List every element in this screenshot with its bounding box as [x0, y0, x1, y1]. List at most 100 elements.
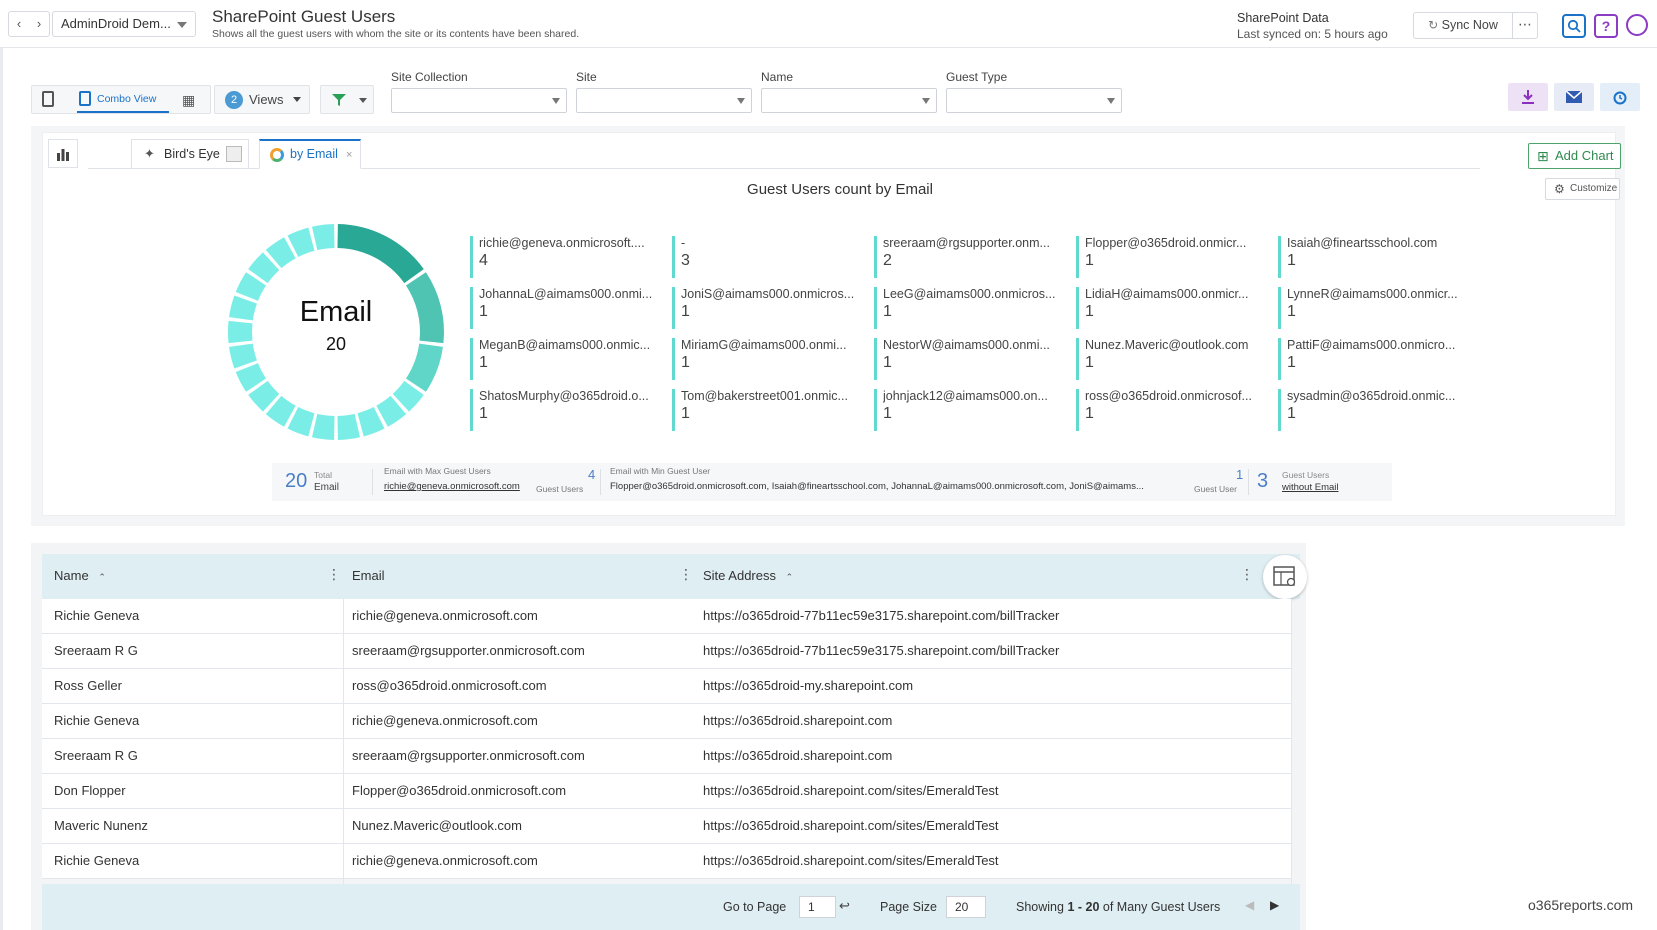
site-collection-select[interactable]: [391, 88, 567, 113]
table-row[interactable]: Sreeraam R G sreeraam@rgsupporter.onmicro…: [42, 739, 1292, 774]
chart-sidebar-toggle[interactable]: [48, 139, 78, 168]
legend-item[interactable]: NestorW@aimams000.onmi... 1: [874, 338, 1064, 380]
legend-item[interactable]: LidiaH@aimams000.onmicr... 1: [1076, 287, 1266, 329]
donut-segment[interactable]: [235, 363, 267, 392]
column-menu-icon[interactable]: ⋮: [679, 566, 693, 582]
schedule-button[interactable]: [1600, 83, 1640, 111]
back-icon[interactable]: ‹: [16, 16, 22, 31]
column-chooser-button[interactable]: [1263, 555, 1307, 599]
legend-item[interactable]: richie@geneva.onmicrosoft.... 4: [470, 236, 660, 278]
search-icon[interactable]: [1562, 14, 1586, 38]
next-page-icon[interactable]: ▶: [1270, 898, 1280, 912]
add-chart-button[interactable]: ⊞ Add Chart: [1528, 143, 1621, 169]
donut-segment[interactable]: [248, 380, 280, 412]
donut-segment[interactable]: [405, 272, 444, 344]
legend-item[interactable]: MeganB@aimams000.onmic... 1: [470, 338, 660, 380]
legend-email: NestorW@aimams000.onmi...: [883, 338, 1050, 352]
column-header-email[interactable]: Email: [352, 568, 385, 583]
legend-item[interactable]: Isaiah@fineartsschool.com 1: [1278, 236, 1468, 278]
chevron-down-icon: [177, 22, 187, 28]
tab-by-email[interactable]: by Email ×: [259, 139, 361, 169]
email-button[interactable]: [1554, 83, 1594, 111]
chevron-down-icon[interactable]: [359, 98, 367, 103]
table-row[interactable]: Sreeraam R G sreeraam@rgsupporter.onmicro…: [42, 634, 1292, 669]
legend-item[interactable]: JohannaL@aimams000.onmi... 1: [470, 287, 660, 329]
column-menu-icon[interactable]: ⋮: [327, 566, 341, 582]
tab-birds-eye[interactable]: ✦ Bird's Eye: [131, 139, 249, 169]
tenant-selector[interactable]: AdminDroid Dem...: [52, 11, 196, 37]
mail-icon: [1565, 90, 1583, 103]
table-row[interactable]: Ross Geller ross@o365droid.onmicrosoft.co…: [42, 669, 1292, 704]
expand-icon[interactable]: [226, 146, 242, 162]
sync-now-button[interactable]: ↻ Sync Now: [1413, 12, 1513, 39]
more-options-button[interactable]: ⋯: [1512, 12, 1538, 39]
donut-segment[interactable]: [337, 224, 424, 284]
donut-segment[interactable]: [235, 272, 267, 301]
column-header-site-address[interactable]: Site Address ⌃: [703, 568, 793, 583]
guest-type-select[interactable]: [946, 88, 1122, 113]
site-select[interactable]: [576, 88, 752, 113]
legend-item[interactable]: MiriamG@aimams000.onmi... 1: [672, 338, 862, 380]
donut-segment[interactable]: [265, 237, 296, 269]
legend-item[interactable]: -3: [672, 236, 862, 278]
customize-button[interactable]: ⚙ Customize: [1545, 178, 1620, 200]
max-email-link[interactable]: richie@geneva.onmicrosoft.com: [384, 481, 520, 492]
forward-icon[interactable]: ›: [36, 16, 42, 31]
page-size-input[interactable]: 20: [946, 896, 986, 918]
donut-segment[interactable]: [287, 227, 315, 257]
table-row[interactable]: Richie Geneva richie@geneva.onmicrosoft.c…: [42, 704, 1292, 739]
table-row[interactable]: Maveric Nunenz Nunez.Maveric@outlook.com h…: [42, 809, 1292, 844]
without-email-link[interactable]: without Email: [1282, 482, 1339, 493]
donut-segment[interactable]: [248, 252, 280, 284]
donut-segment[interactable]: [229, 295, 257, 321]
donut-segment[interactable]: [337, 413, 361, 440]
donut-segment[interactable]: [229, 343, 257, 369]
chart-view-icon[interactable]: ▦: [182, 92, 196, 108]
column-header-site-label: Site Address: [703, 568, 776, 583]
column-menu-icon[interactable]: ⋮: [1240, 566, 1254, 582]
min-emails: Flopper@o365droid.onmicrosoft.com, Isaia…: [610, 481, 1144, 492]
legend-item[interactable]: LeeG@aimams000.onmicros... 1: [874, 287, 1064, 329]
donut-segment[interactable]: [357, 407, 385, 437]
enter-icon[interactable]: ↩: [839, 898, 850, 913]
donut-segment[interactable]: [311, 413, 335, 440]
combo-view-tab[interactable]: Combo View: [77, 86, 169, 113]
previous-page-icon[interactable]: ◀: [1245, 898, 1255, 912]
legend-item[interactable]: sysadmin@o365droid.onmic... 1: [1278, 389, 1468, 431]
legend-item[interactable]: LynneR@aimams000.onmicr... 1: [1278, 287, 1468, 329]
table-row[interactable]: Don Flopper Flopper@o365droid.onmicrosoft…: [42, 774, 1292, 809]
report-view-icon[interactable]: [42, 91, 54, 107]
legend-item[interactable]: Flopper@o365droid.onmicr... 1: [1076, 236, 1266, 278]
legend-item[interactable]: PattiF@aimams000.onmicro... 1: [1278, 338, 1468, 380]
name-select[interactable]: [761, 88, 937, 113]
goto-page-input[interactable]: 1: [799, 896, 836, 918]
legend-count: 1: [1287, 252, 1296, 269]
legend-item[interactable]: ShatosMurphy@o365droid.o... 1: [470, 389, 660, 431]
donut-segment[interactable]: [228, 320, 253, 344]
help-icon[interactable]: ?: [1594, 14, 1618, 38]
close-icon[interactable]: ×: [346, 149, 353, 161]
legend-item[interactable]: JoniS@aimams000.onmicros... 1: [672, 287, 862, 329]
donut-segment[interactable]: [311, 224, 335, 251]
legend-item[interactable]: johnjack12@aimams000.on... 1: [874, 389, 1064, 431]
legend-item[interactable]: Tom@bakerstreet001.onmic... 1: [672, 389, 862, 431]
site-label: Site: [576, 70, 597, 84]
views-dropdown[interactable]: 2 Views: [214, 85, 310, 114]
column-header-name[interactable]: Name ⌃: [54, 568, 106, 583]
export-button[interactable]: [1508, 83, 1548, 111]
table-row[interactable]: Richie Geneva richie@geneva.onmicrosoft.c…: [42, 844, 1292, 879]
legend-item[interactable]: ross@o365droid.onmicrosof... 1: [1076, 389, 1266, 431]
table-row[interactable]: Richie Geneva richie@geneva.onmicrosoft.c…: [42, 599, 1292, 634]
donut-segment[interactable]: [392, 380, 424, 412]
donut-segment[interactable]: [376, 395, 407, 427]
profile-icon[interactable]: [1626, 14, 1648, 36]
donut-segment[interactable]: [405, 343, 443, 392]
chevron-down-icon: [293, 97, 301, 102]
max-label: Email with Max Guest Users: [384, 466, 491, 476]
guest-type-label: Guest Type: [946, 70, 1008, 84]
legend-item[interactable]: sreeraam@rgsupporter.onm... 2: [874, 236, 1064, 278]
filter-button[interactable]: [320, 85, 374, 114]
legend-item[interactable]: Nunez.Maveric@outlook.com 1: [1076, 338, 1266, 380]
donut-segment[interactable]: [287, 407, 315, 437]
donut-segment[interactable]: [265, 395, 296, 427]
